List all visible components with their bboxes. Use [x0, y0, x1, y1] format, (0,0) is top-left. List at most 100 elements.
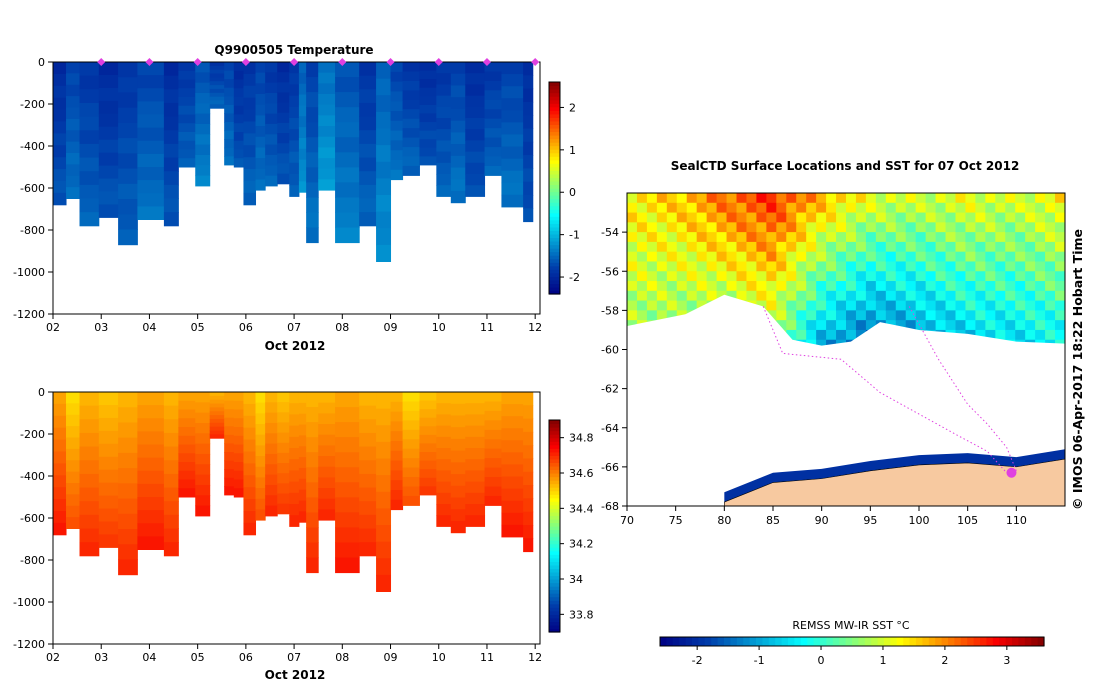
profile-cell — [465, 162, 486, 175]
profile-cell — [66, 483, 81, 495]
sst-cell — [826, 212, 837, 223]
profile-cell — [436, 140, 452, 153]
profile-cell — [376, 178, 392, 196]
profile-cell — [484, 448, 502, 459]
profile-cell — [98, 139, 119, 154]
profile-cell — [255, 402, 266, 414]
sst-cell — [905, 281, 917, 292]
y-tick-label: -200 — [20, 428, 45, 441]
profile-cell — [318, 72, 336, 84]
sst-cell — [1015, 251, 1026, 263]
profile-cell — [178, 158, 196, 168]
profile-cell — [376, 491, 392, 509]
colorbar-swatch — [549, 202, 560, 207]
sst-cell — [806, 271, 817, 282]
sst-cell — [985, 300, 996, 311]
profile-cell — [178, 140, 196, 150]
sst-cell — [945, 232, 957, 243]
sst-cell — [646, 290, 658, 302]
sst-cell — [1055, 222, 1065, 233]
profile-cell — [195, 495, 211, 507]
sst-cell — [995, 300, 1006, 311]
profile-cell — [450, 509, 466, 522]
sst-cell — [656, 251, 668, 263]
profile-cell — [523, 62, 534, 76]
colorbar-swatch — [549, 120, 560, 125]
profile-cell — [501, 392, 524, 405]
sst-cell — [865, 261, 877, 272]
sst-cell — [1005, 202, 1016, 214]
profile-cell — [402, 80, 420, 91]
sst-cell — [836, 290, 847, 302]
sst-cell — [706, 212, 718, 223]
sst-cell — [965, 241, 977, 253]
profile-cell — [306, 182, 319, 198]
profile-cell — [306, 407, 319, 423]
sst-cell — [965, 212, 977, 223]
profile-cell — [137, 483, 165, 498]
sst-cell — [935, 320, 947, 331]
profile-cell — [419, 469, 437, 479]
sst-cell — [796, 261, 807, 272]
sst-cell — [855, 251, 867, 263]
sst-cell — [686, 271, 698, 282]
sst-cell — [865, 320, 877, 331]
sst-cell — [1045, 320, 1056, 331]
profile-cell — [523, 141, 534, 156]
profile-cell — [390, 111, 404, 122]
colorbar-swatch — [549, 575, 560, 580]
sst-cell — [1035, 222, 1046, 233]
sst-cell — [646, 300, 658, 311]
profile-cell — [98, 126, 119, 141]
sst-cell — [636, 212, 648, 223]
sst-cell — [846, 290, 857, 302]
profile-cell — [195, 103, 211, 115]
profile-cell — [501, 476, 524, 490]
profile-cell — [255, 94, 266, 106]
profile-cell — [243, 415, 257, 429]
sst-cell — [1025, 202, 1036, 214]
profile-cell — [484, 118, 502, 129]
profile-cell — [436, 185, 452, 197]
profile-cell — [298, 170, 307, 182]
colorbar-swatch — [549, 554, 560, 559]
profile-cell — [255, 445, 266, 457]
sst-cell — [1055, 202, 1065, 214]
profile-cell — [255, 83, 266, 95]
profile-cell — [98, 204, 119, 218]
colorbar-swatch — [549, 290, 560, 295]
sst-cell — [816, 222, 827, 233]
sst-cell — [656, 202, 668, 214]
profile-cell — [390, 421, 404, 432]
profile-cell — [465, 106, 486, 119]
profile-cell — [298, 159, 307, 171]
profile-cell — [523, 511, 534, 526]
sst-cell — [716, 251, 728, 263]
profile-cell — [465, 62, 486, 74]
profile-cell — [98, 482, 119, 497]
sst-cell — [1035, 281, 1046, 292]
profile-cell — [501, 146, 524, 160]
sst-cell — [1045, 241, 1056, 253]
sst-cell — [925, 212, 937, 223]
colorbar-swatch — [549, 269, 560, 274]
profile-cell — [376, 458, 392, 476]
profile-cell — [195, 402, 211, 414]
profile-cell — [306, 212, 319, 229]
sst-cell — [706, 202, 718, 214]
profile-cell — [465, 151, 486, 164]
profile-cell — [335, 167, 360, 183]
colorbar-swatch — [549, 184, 560, 189]
sst-cell — [786, 222, 797, 233]
sst-cell — [1025, 193, 1036, 204]
profile-cell — [450, 73, 466, 86]
profile-cell — [501, 452, 524, 465]
colorbar-swatch — [549, 110, 560, 115]
profile-cell — [465, 129, 486, 141]
profile-cell — [118, 62, 138, 78]
sst-cell — [1055, 281, 1065, 292]
colorbar-swatch — [807, 637, 815, 646]
sst-cell — [905, 251, 917, 263]
profile-cell — [178, 435, 196, 445]
profile-cell — [306, 392, 319, 408]
